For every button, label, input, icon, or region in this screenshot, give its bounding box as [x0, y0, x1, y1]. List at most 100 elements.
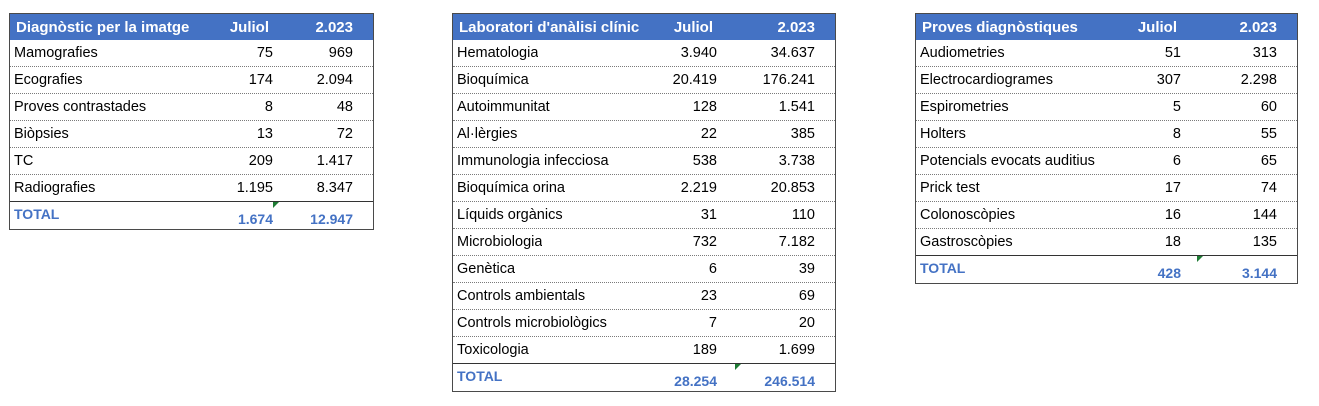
row-label: Gastroscòpies — [920, 234, 1013, 250]
row-year-value: 74 — [1260, 180, 1277, 196]
header-year: 2.023 — [315, 18, 353, 36]
row-label: Immunologia infecciosa — [457, 153, 609, 169]
row-label: Bioquímica orina — [457, 180, 565, 196]
table-row: Ecografies 174 2.094 — [10, 67, 373, 94]
table-header: Diagnòstic per la imatge Juliol 2.023 — [10, 14, 373, 40]
row-year-value: 55 — [1260, 126, 1277, 142]
table-row: Immunologia infecciosa 538 3.738 — [453, 148, 835, 175]
table-row: Bioquímica 20.419 176.241 — [453, 67, 835, 94]
row-label: Colonoscòpies — [920, 207, 1016, 223]
table-row: Biòpsies 13 72 — [10, 121, 373, 148]
table-row: Controls ambientals 23 69 — [453, 283, 835, 310]
cell-comment-indicator-icon — [273, 202, 279, 208]
row-label: Autoimmunitat — [457, 99, 550, 115]
table-row: TC 209 1.417 — [10, 148, 373, 175]
table-row: Espirometries 5 60 — [916, 94, 1297, 121]
row-month-value: 8 — [264, 99, 273, 115]
row-month-value: 209 — [248, 153, 273, 169]
header-month: Juliol — [673, 18, 713, 36]
row-year-value: 2.298 — [1240, 72, 1277, 88]
table-row: Genètica 6 39 — [453, 256, 835, 283]
row-label: Proves contrastades — [14, 99, 147, 115]
header-month: Juliol — [229, 18, 269, 36]
total-label: TOTAL — [14, 206, 60, 222]
header-month: Juliol — [1137, 18, 1177, 36]
row-year-value: 7.182 — [778, 234, 815, 250]
table-header: Proves diagnòstiques Juliol 2.023 — [916, 14, 1297, 40]
row-month-value: 128 — [692, 99, 717, 115]
row-label: Radiografies — [14, 180, 96, 196]
row-label: Electrocardiogrames — [920, 72, 1053, 88]
row-year-value: 313 — [1252, 45, 1277, 61]
table-row: Gastroscòpies 18 135 — [916, 229, 1297, 256]
row-label: Al·lèrgies — [457, 126, 518, 142]
table-row: Toxicologia 189 1.699 — [453, 337, 835, 364]
row-year-value: 3.738 — [778, 153, 815, 169]
row-year-value: 72 — [336, 126, 353, 142]
row-month-value: 51 — [1164, 45, 1181, 61]
table-row: Proves contrastades 8 48 — [10, 94, 373, 121]
table-row: Líquids orgànics 31 110 — [453, 202, 835, 229]
total-row: TOTAL 1.674 12.947 — [10, 202, 373, 229]
row-year-value: 69 — [798, 288, 815, 304]
row-month-value: 20.419 — [672, 72, 717, 88]
row-year-value: 2.094 — [316, 72, 353, 88]
row-year-value: 385 — [790, 126, 815, 142]
table-row: Audiometries 51 313 — [916, 40, 1297, 67]
row-label: Espirometries — [920, 99, 1009, 115]
row-year-value: 1.699 — [778, 342, 815, 358]
total-label: TOTAL — [457, 368, 503, 384]
total-year-value: 3.144 — [1241, 265, 1277, 281]
row-label: Genètica — [457, 261, 516, 277]
row-month-value: 307 — [1156, 72, 1181, 88]
row-month-value: 732 — [692, 234, 717, 250]
table-row: Autoimmunitat 128 1.541 — [453, 94, 835, 121]
row-label: TC — [14, 153, 34, 169]
table-row: Controls microbiològics 7 20 — [453, 310, 835, 337]
row-label: Potencials evocats auditius — [920, 153, 1095, 169]
row-label: Microbiologia — [457, 234, 543, 250]
table-row: Microbiologia 732 7.182 — [453, 229, 835, 256]
header-year: 2.023 — [777, 18, 815, 36]
row-label: Biòpsies — [14, 126, 69, 142]
row-year-value: 135 — [1252, 234, 1277, 250]
cell-comment-indicator-icon — [735, 364, 741, 370]
row-year-value: 34.637 — [770, 45, 815, 61]
row-month-value: 2.219 — [680, 180, 717, 196]
row-year-value: 110 — [791, 207, 815, 223]
row-year-value: 65 — [1260, 153, 1277, 169]
table-row: Potencials evocats auditius 6 65 — [916, 148, 1297, 175]
row-year-value: 60 — [1260, 99, 1277, 115]
table-row: Hematologia 3.940 34.637 — [453, 40, 835, 67]
table-row: Colonoscòpies 16 144 — [916, 202, 1297, 229]
table-row: Mamografies 75 969 — [10, 40, 373, 67]
row-label: Prick test — [920, 180, 980, 196]
row-month-value: 8 — [1172, 126, 1181, 142]
row-month-value: 538 — [692, 153, 717, 169]
total-month-value: 1.674 — [237, 211, 273, 227]
header-title: Laboratori d'anàlisi clínic — [459, 18, 640, 36]
row-month-value: 17 — [1164, 180, 1181, 196]
row-month-value: 75 — [256, 45, 273, 61]
total-row: TOTAL 28.254 246.514 — [453, 364, 835, 391]
total-year-value: 12.947 — [310, 211, 353, 227]
row-label: Holters — [920, 126, 966, 142]
row-year-value: 8.347 — [316, 180, 353, 196]
row-month-value: 6 — [1172, 153, 1181, 169]
row-label: Mamografies — [14, 45, 98, 61]
proves-diagnostiques-table: Proves diagnòstiques Juliol 2.023 Audiometr… — [915, 13, 1298, 284]
row-month-value: 7 — [708, 315, 717, 331]
cell-comment-indicator-icon — [1197, 256, 1203, 262]
table-row: Holters 8 55 — [916, 121, 1297, 148]
row-year-value: 20.853 — [770, 180, 815, 196]
row-label: Controls microbiològics — [457, 315, 607, 331]
row-month-value: 13 — [256, 126, 273, 142]
header-year: 2.023 — [1239, 18, 1277, 36]
row-month-value: 5 — [1172, 99, 1181, 115]
row-year-value: 1.417 — [316, 153, 353, 169]
table-row: Prick test 17 74 — [916, 175, 1297, 202]
row-month-value: 3.940 — [680, 45, 717, 61]
row-month-value: 189 — [692, 342, 717, 358]
row-month-value: 1.195 — [236, 180, 273, 196]
total-month-value: 428 — [1157, 265, 1181, 281]
